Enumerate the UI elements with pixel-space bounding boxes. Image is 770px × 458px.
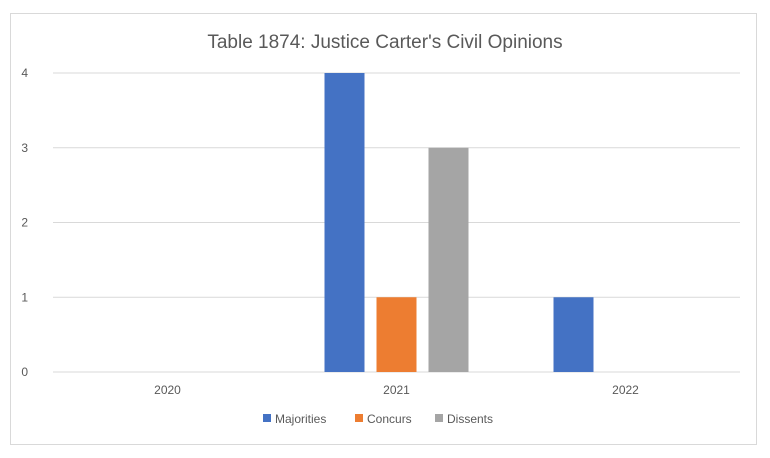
x-tick-label: 2021 bbox=[383, 383, 410, 397]
chart-title: Table 1874: Justice Carter's Civil Opini… bbox=[207, 32, 562, 53]
y-tick-label: 0 bbox=[21, 365, 28, 379]
gridlines bbox=[53, 72, 740, 373]
legend-item-majorities: Majorities bbox=[263, 412, 326, 426]
bar-concurs-2021 bbox=[376, 297, 417, 372]
y-tick-label: 4 bbox=[21, 66, 28, 80]
bar-dissents-2021 bbox=[428, 147, 469, 372]
bar-majorities-2022 bbox=[553, 297, 594, 372]
legend-label: Majorities bbox=[275, 412, 326, 426]
legend-label: Dissents bbox=[447, 412, 493, 426]
legend-item-concurs: Concurs bbox=[355, 412, 412, 426]
x-axis-ticks: 2020 2021 2022 bbox=[154, 383, 639, 397]
y-axis-ticks: 0 1 2 3 4 bbox=[21, 66, 28, 379]
bar-majorities-2021 bbox=[324, 73, 365, 372]
x-tick-label: 2020 bbox=[154, 383, 181, 397]
legend-swatch bbox=[263, 414, 271, 422]
x-tick-label: 2022 bbox=[612, 383, 639, 397]
y-tick-label: 2 bbox=[21, 216, 28, 230]
legend-swatch bbox=[435, 414, 443, 422]
legend-label: Concurs bbox=[367, 412, 412, 426]
chart-frame: Table 1874: Justice Carter's Civil Opini… bbox=[10, 13, 757, 445]
legend: Majorities Concurs Dissents bbox=[263, 412, 493, 426]
legend-item-dissents: Dissents bbox=[435, 412, 493, 426]
legend-swatch bbox=[355, 414, 363, 422]
y-tick-label: 3 bbox=[21, 141, 28, 155]
bars bbox=[324, 73, 594, 372]
y-tick-label: 1 bbox=[21, 290, 28, 304]
bar-chart: Table 1874: Justice Carter's Civil Opini… bbox=[21, 32, 740, 426]
